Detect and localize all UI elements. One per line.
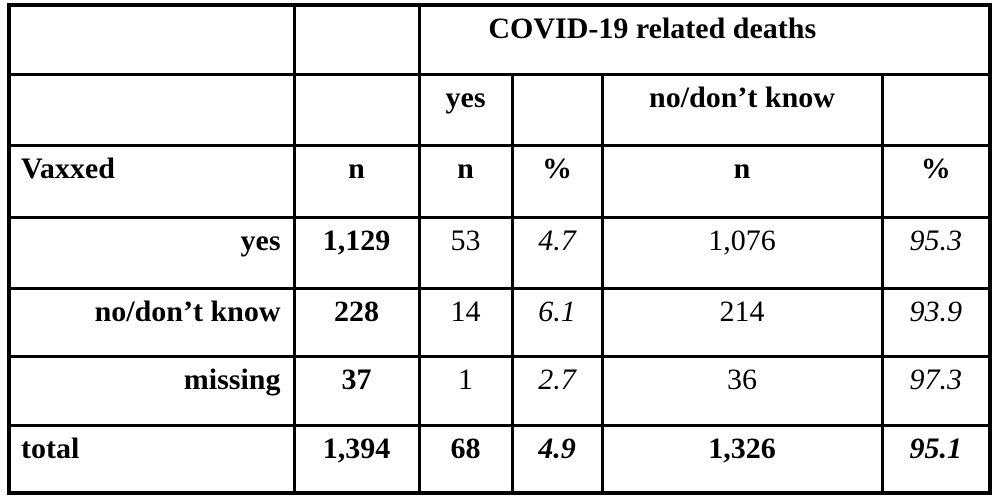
- empty-cell: [292, 72, 421, 147]
- group-header-row: yes no/don’t know: [7, 72, 992, 147]
- cell-total-nodeaths-pct: 95.1: [880, 423, 992, 495]
- cell-ndk-deaths-pct: 6.1: [510, 286, 604, 358]
- cell-yes-nodeaths-pct: 95.3: [880, 215, 992, 290]
- group-header-no-dont-know: no/don’t know: [600, 72, 884, 147]
- row-label-yes: yes: [7, 215, 296, 290]
- cell-total-total-n: 1,394: [292, 423, 421, 495]
- stub-header-vaxxed: Vaxxed: [7, 143, 296, 219]
- empty-cell: [880, 72, 992, 147]
- cell-yes-deaths-n: 53: [417, 215, 514, 290]
- table-row-no-dont-know: no/don’t know 228 14 6.1 214 93.9: [7, 286, 992, 358]
- empty-cell: [7, 3, 296, 76]
- empty-cell: [7, 72, 296, 147]
- col-header-no-n: n: [600, 143, 884, 219]
- row-label-total: total: [7, 423, 296, 495]
- row-label-no-dont-know: no/don’t know: [7, 286, 296, 358]
- col-header-no-pct: %: [880, 143, 992, 219]
- span-header-row: COVID-19 related deaths: [7, 3, 992, 76]
- cell-total-deaths-pct: 4.9: [510, 423, 604, 495]
- col-header-yes-n: n: [417, 143, 514, 219]
- cell-missing-deaths-n: 1: [417, 354, 514, 427]
- cell-ndk-total-n: 228: [292, 286, 421, 358]
- cell-yes-total-n: 1,129: [292, 215, 421, 290]
- empty-cell: [292, 3, 421, 76]
- table-row-total: total 1,394 68 4.9 1,326 95.1: [7, 423, 992, 495]
- cell-yes-nodeaths-n: 1,076: [600, 215, 884, 290]
- cell-missing-nodeaths-n: 36: [600, 354, 884, 427]
- span-header-cell: COVID-19 related deaths: [417, 3, 992, 76]
- group-header-yes: yes: [417, 72, 514, 147]
- cell-total-deaths-n: 68: [417, 423, 514, 495]
- cell-ndk-nodeaths-n: 214: [600, 286, 884, 358]
- cell-missing-deaths-pct: 2.7: [510, 354, 604, 427]
- column-header-row: Vaxxed n n % n %: [7, 143, 992, 219]
- row-label-missing: missing: [7, 354, 296, 427]
- cell-yes-deaths-pct: 4.7: [510, 215, 604, 290]
- cell-ndk-deaths-n: 14: [417, 286, 514, 358]
- cell-ndk-nodeaths-pct: 93.9: [880, 286, 992, 358]
- table-row-missing: missing 37 1 2.7 36 97.3: [7, 354, 992, 427]
- cell-missing-nodeaths-pct: 97.3: [880, 354, 992, 427]
- col-header-yes-pct: %: [510, 143, 604, 219]
- empty-cell: [510, 72, 604, 147]
- table-row-yes: yes 1,129 53 4.7 1,076 95.3: [7, 215, 992, 290]
- col-header-total-n: n: [292, 143, 421, 219]
- cell-total-nodeaths-n: 1,326: [600, 423, 884, 495]
- cell-missing-total-n: 37: [292, 354, 421, 427]
- covid-deaths-by-vax-table: COVID-19 related deaths yes no/don’t kno…: [7, 3, 993, 495]
